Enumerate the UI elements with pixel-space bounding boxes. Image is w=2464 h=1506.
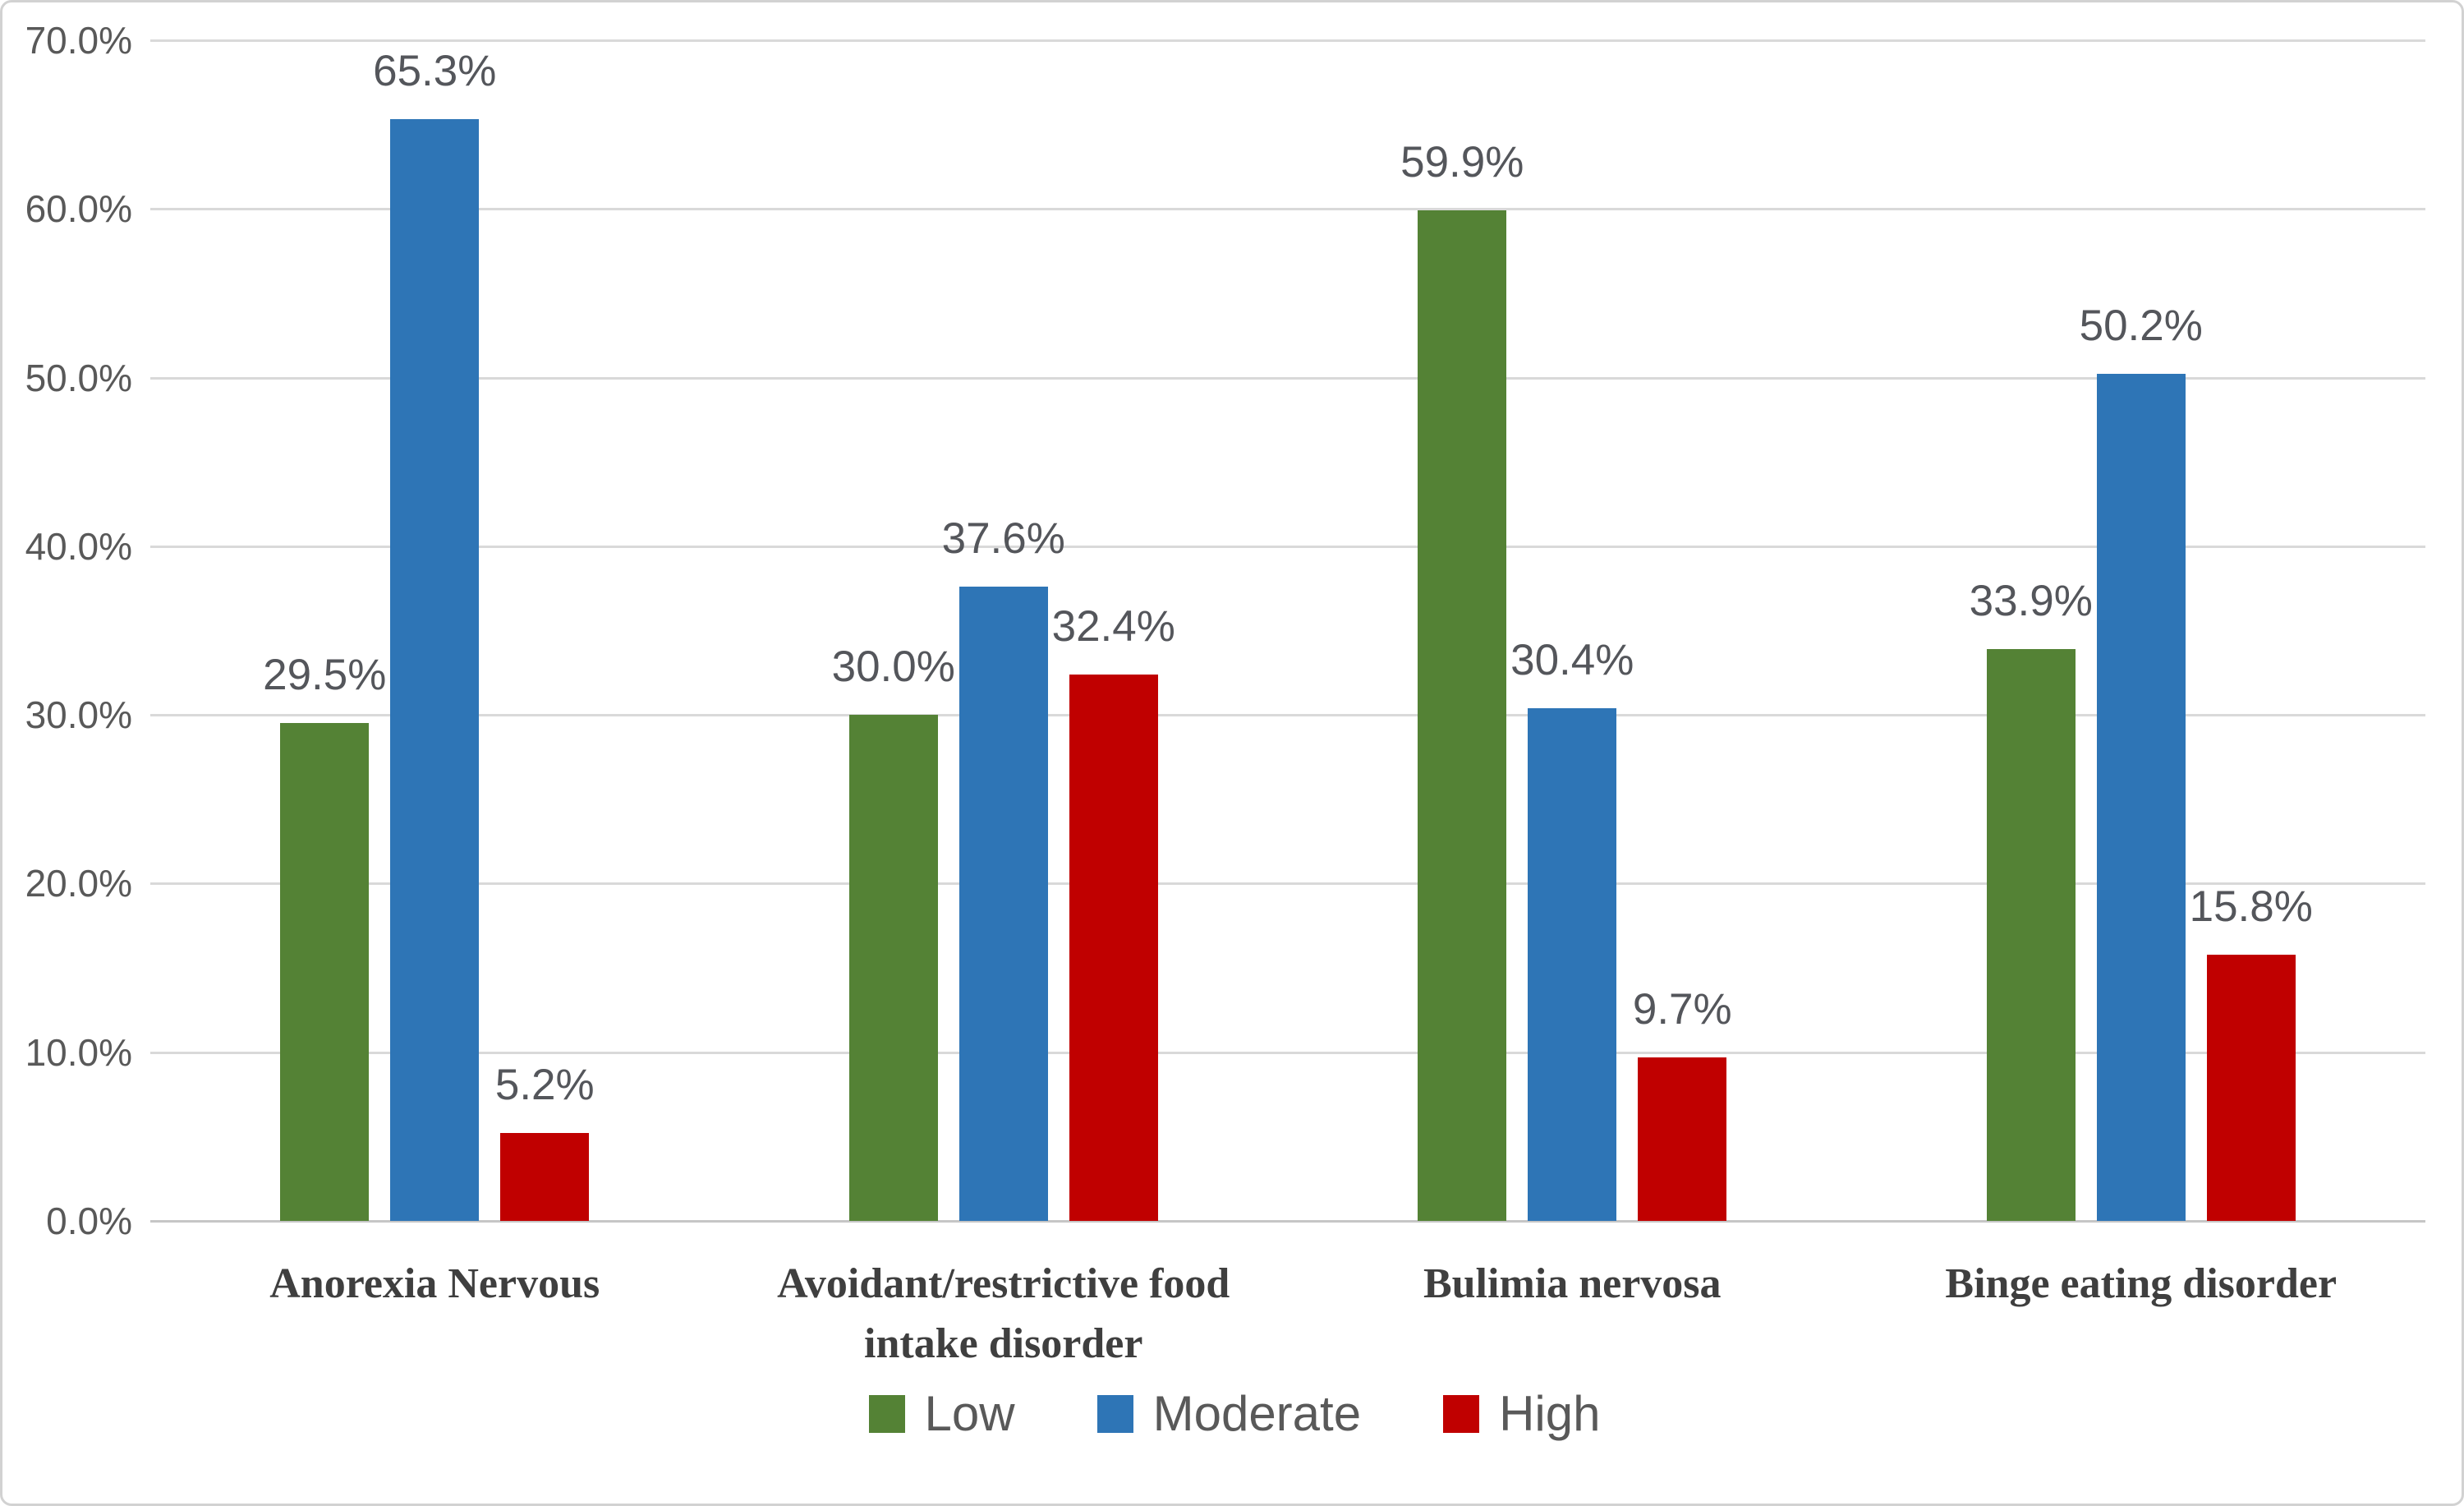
x-axis-category-label-binge-eating-disorder: Binge eating disorder: [1945, 1260, 2338, 1307]
y-axis-tick-label: 20.0%: [25, 862, 132, 905]
legend-label-moderate: Moderate: [1152, 1386, 1362, 1441]
bar-low-bulimia-nervosa: [1418, 210, 1507, 1221]
bar-high-binge-eating-disorder: [2206, 954, 2296, 1221]
gridline-0: [150, 1220, 2425, 1223]
legend-item-moderate: Moderate: [1096, 1386, 1362, 1441]
data-label-high-avoidant-restrictive-food-intake-disorder: 32.4%: [1051, 601, 1175, 651]
y-axis-tick-label: 10.0%: [25, 1030, 132, 1074]
data-label-moderate-bulimia-nervosa: 30.4%: [1510, 635, 1634, 684]
gridline-70: [150, 39, 2425, 42]
bar-moderate-binge-eating-disorder: [2096, 374, 2186, 1221]
gridline-30: [150, 714, 2425, 717]
bar-low-binge-eating-disorder: [1986, 649, 2076, 1221]
legend-swatch-low: [868, 1395, 905, 1433]
data-label-low-binge-eating-disorder: 33.9%: [1969, 577, 2093, 626]
y-axis-tick-label: 60.0%: [25, 187, 132, 231]
gridline-20: [150, 882, 2425, 886]
y-axis-tick-label: 50.0%: [25, 356, 132, 399]
bar-high-bulimia-nervosa: [1638, 1057, 1727, 1221]
data-label-high-bulimia-nervosa: 9.7%: [1632, 984, 1732, 1034]
legend: Low Moderate High: [2, 1386, 2462, 1441]
gridline-10: [150, 1051, 2425, 1054]
y-axis-tick-label: 70.0%: [25, 19, 132, 62]
gridline-60: [150, 208, 2425, 211]
data-label-low-bulimia-nervosa: 59.9%: [1400, 138, 1524, 187]
bar-high-avoidant-restrictive-food-intake-disorder: [1069, 674, 1158, 1221]
y-axis-tick-label: 40.0%: [25, 524, 132, 568]
legend-item-high: High: [1443, 1389, 1600, 1439]
x-axis-category-label-anorexia-nervous: Anorexia Nervous: [269, 1260, 600, 1307]
y-axis-tick-label: 0.0%: [46, 1200, 132, 1242]
x-axis-category-label-avoidant-restrictive-food-intake-disorder: Avoidant/restrictive food intake disorde…: [777, 1260, 1230, 1367]
legend-label-low: Low: [924, 1386, 1015, 1441]
data-label-moderate-binge-eating-disorder: 50.2%: [2079, 302, 2203, 351]
data-label-low-avoidant-restrictive-food-intake-disorder: 30.0%: [831, 642, 955, 692]
gridline-50: [150, 376, 2425, 380]
data-label-high-anorexia-nervous: 5.2%: [494, 1061, 595, 1110]
bar-low-anorexia-nervous: [280, 723, 370, 1221]
y-axis-tick-label: 30.0%: [25, 693, 132, 737]
gridline-40: [150, 545, 2425, 548]
x-axis-category-label-bulimia-nervosa: Bulimia nervosa: [1423, 1260, 1722, 1307]
bar-moderate-avoidant-restrictive-food-intake-disorder: [958, 587, 1048, 1221]
legend-swatch-moderate: [1096, 1395, 1133, 1433]
bar-moderate-bulimia-nervosa: [1528, 707, 1617, 1221]
data-label-moderate-anorexia-nervous: 65.3%: [373, 47, 497, 96]
legend-label-high: High: [1499, 1386, 1601, 1441]
bar-high-anorexia-nervous: [500, 1133, 590, 1221]
bar-moderate-anorexia-nervous: [390, 119, 480, 1221]
legend-item-low: Low: [868, 1386, 1015, 1441]
data-label-moderate-avoidant-restrictive-food-intake-disorder: 37.6%: [941, 514, 1065, 564]
data-label-low-anorexia-nervous: 29.5%: [263, 651, 387, 700]
legend-swatch-high: [1443, 1395, 1480, 1433]
data-label-high-binge-eating-disorder: 15.8%: [2189, 882, 2313, 931]
bar-low-avoidant-restrictive-food-intake-disorder: [848, 715, 938, 1221]
